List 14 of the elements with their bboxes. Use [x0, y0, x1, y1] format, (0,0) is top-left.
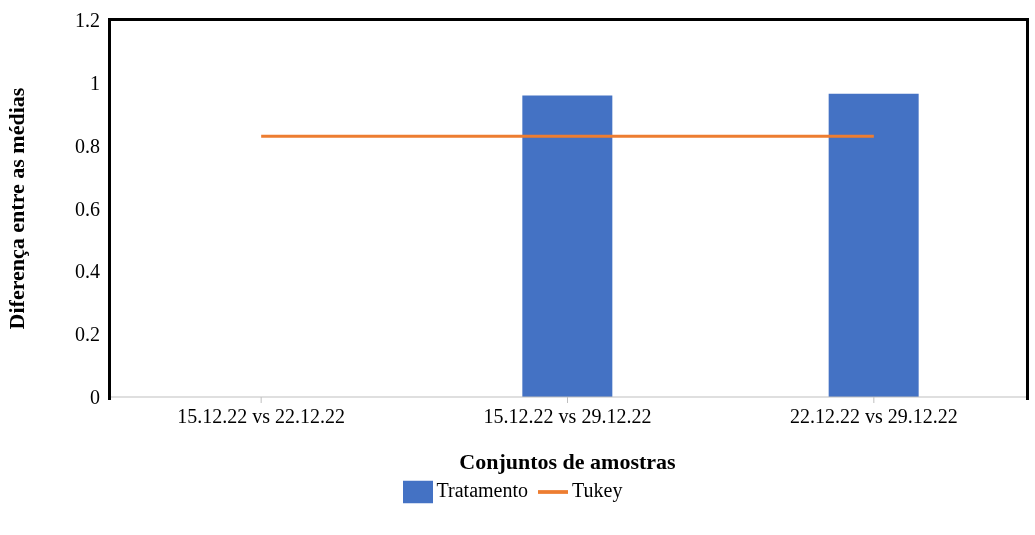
y-tick-label: 1: [90, 71, 100, 94]
y-tick-label: 1.2: [75, 9, 100, 32]
x-tick-label: 15.12.22 vs 22.12.22: [177, 405, 346, 428]
y-tick-label: 0.4: [75, 260, 100, 283]
legend-label: Tratamento: [436, 478, 529, 501]
x-axis-title: Conjuntos de amostras: [459, 449, 677, 474]
y-tick-label: 0.8: [75, 134, 100, 157]
legend-label: Tukey: [572, 478, 623, 501]
x-tick-label: 15.12.22 vs 29.12.22: [483, 405, 652, 428]
y-tick-label: 0.6: [75, 197, 100, 220]
y-axis-title: Diferença entre as médias: [3, 87, 29, 330]
x-tick-label: 22.12.22 vs 29.12.22: [789, 405, 958, 428]
y-tick-label: 0.2: [75, 323, 100, 346]
y-tick-label: 0: [90, 386, 100, 409]
